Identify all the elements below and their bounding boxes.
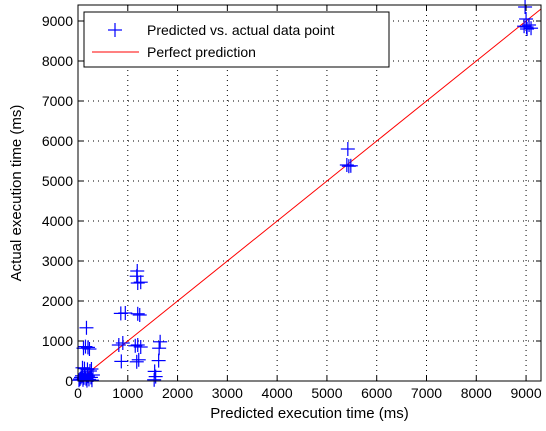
y-tick-labels: 0 1000 2000 3000 4000 5000 6000 7000 8000 9000 — [42, 13, 73, 389]
x-tick-label: 5000 — [311, 385, 342, 401]
x-tick-label: 0 — [74, 385, 82, 401]
data-point-marker — [115, 336, 130, 350]
y-axis-label: Actual execution time (ms) — [8, 105, 25, 282]
data-point-marker — [131, 352, 146, 367]
grid — [78, 5, 541, 381]
data-point-marker — [339, 158, 354, 172]
data-point-marker — [82, 364, 97, 378]
data-point-marker — [517, 19, 532, 34]
y-tick-label: 0 — [65, 373, 73, 389]
data-point-marker — [151, 353, 166, 368]
data-point-marker — [133, 340, 148, 354]
y-tick-label: 4000 — [42, 213, 73, 229]
y-tick-label: 1000 — [42, 333, 73, 349]
data-point-marker — [80, 340, 95, 355]
x-tick-label: 1000 — [112, 385, 143, 401]
data-point-marker — [85, 368, 100, 382]
x-tick-label: 4000 — [262, 385, 293, 401]
legend: Predicted vs. actual data point Perfect … — [83, 11, 390, 68]
legend-box — [83, 11, 390, 68]
x-tick-label: 3000 — [212, 385, 243, 401]
data-point-marker — [130, 264, 145, 278]
data-point-marker — [132, 308, 147, 322]
data-point-marker — [340, 142, 355, 156]
data-point-marker — [130, 276, 145, 290]
y-tick-label: 5000 — [42, 173, 73, 189]
data-point-marker — [128, 338, 143, 353]
data-point-marker — [118, 306, 133, 320]
data-points-layer — [71, 0, 539, 388]
x-tick-label: 9000 — [510, 385, 541, 401]
legend-plus-marker-icon — [108, 23, 122, 37]
data-point-marker — [524, 21, 539, 36]
plot-frame — [77, 4, 542, 382]
data-point-marker — [518, 0, 533, 14]
y-tick-label: 8000 — [42, 53, 73, 69]
data-point-marker — [133, 275, 148, 290]
data-point-marker — [152, 341, 167, 356]
y-tick-label: 3000 — [42, 253, 73, 269]
perfect-prediction-line — [77, 8, 542, 382]
data-point-marker — [78, 339, 93, 354]
data-point-marker — [111, 338, 126, 352]
tick-marks — [77, 5, 541, 382]
x-tick-label: 6000 — [361, 385, 392, 401]
data-point-marker — [520, 22, 535, 36]
x-tick-label: 7000 — [411, 385, 442, 401]
y-tick-label: 2000 — [42, 293, 73, 309]
data-point-marker — [84, 362, 99, 376]
legend-entry-data-points: Predicted vs. actual data point — [147, 22, 335, 38]
x-tick-label: 8000 — [461, 385, 492, 401]
data-point-marker — [147, 364, 162, 379]
data-point-marker — [129, 354, 144, 369]
perfect-prediction-line-layer — [77, 8, 542, 382]
data-point-marker — [82, 342, 97, 356]
data-point-marker — [79, 320, 94, 335]
x-tick-label: 2000 — [162, 385, 193, 401]
y-tick-label: 9000 — [42, 13, 73, 29]
y-tick-label: 6000 — [42, 133, 73, 149]
x-tick-labels: 0 1000 2000 3000 4000 5000 6000 7000 8000 9000 — [74, 385, 542, 401]
data-point-marker — [343, 158, 358, 173]
y-tick-label: 7000 — [42, 93, 73, 109]
data-point-marker — [130, 306, 145, 321]
legend-entry-perfect-prediction: Perfect prediction — [147, 44, 256, 60]
data-point-marker — [130, 338, 145, 352]
data-point-marker — [114, 354, 129, 369]
data-point-marker — [153, 334, 168, 349]
x-axis-label: Predicted execution time (ms) — [210, 405, 408, 422]
